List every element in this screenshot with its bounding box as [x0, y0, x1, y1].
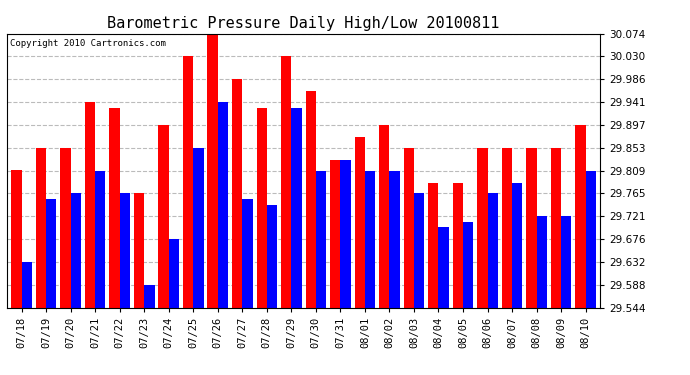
- Bar: [257, 108, 267, 308]
- Text: Copyright 2010 Cartronics.com: Copyright 2010 Cartronics.com: [10, 39, 166, 48]
- Bar: [330, 160, 340, 308]
- Bar: [110, 108, 119, 308]
- Bar: [438, 227, 449, 308]
- Bar: [291, 108, 302, 308]
- Bar: [242, 198, 253, 308]
- Bar: [551, 148, 561, 308]
- Bar: [526, 148, 537, 308]
- Bar: [11, 170, 21, 308]
- Bar: [561, 216, 571, 308]
- Bar: [193, 148, 204, 308]
- Bar: [267, 205, 277, 308]
- Bar: [119, 194, 130, 308]
- Bar: [512, 183, 522, 308]
- Title: Barometric Pressure Daily High/Low 20100811: Barometric Pressure Daily High/Low 20100…: [108, 16, 500, 31]
- Bar: [144, 285, 155, 308]
- Bar: [95, 171, 106, 308]
- Bar: [586, 171, 596, 308]
- Bar: [389, 171, 400, 308]
- Bar: [428, 183, 438, 308]
- Bar: [281, 57, 291, 308]
- Bar: [463, 222, 473, 308]
- Bar: [21, 262, 32, 308]
- Bar: [60, 148, 70, 308]
- Bar: [340, 160, 351, 308]
- Bar: [134, 194, 144, 308]
- Bar: [355, 136, 365, 308]
- Bar: [453, 183, 463, 308]
- Bar: [159, 125, 169, 308]
- Bar: [488, 194, 497, 308]
- Bar: [477, 148, 488, 308]
- Bar: [218, 102, 228, 308]
- Bar: [169, 239, 179, 308]
- Bar: [414, 194, 424, 308]
- Bar: [575, 125, 586, 308]
- Bar: [404, 148, 414, 308]
- Bar: [379, 125, 389, 308]
- Bar: [85, 102, 95, 308]
- Bar: [232, 79, 242, 308]
- Bar: [306, 91, 316, 308]
- Bar: [46, 198, 57, 308]
- Bar: [365, 171, 375, 308]
- Bar: [502, 148, 512, 308]
- Bar: [316, 171, 326, 308]
- Bar: [208, 34, 218, 308]
- Bar: [70, 194, 81, 308]
- Bar: [36, 148, 46, 308]
- Bar: [183, 57, 193, 308]
- Bar: [537, 216, 547, 308]
